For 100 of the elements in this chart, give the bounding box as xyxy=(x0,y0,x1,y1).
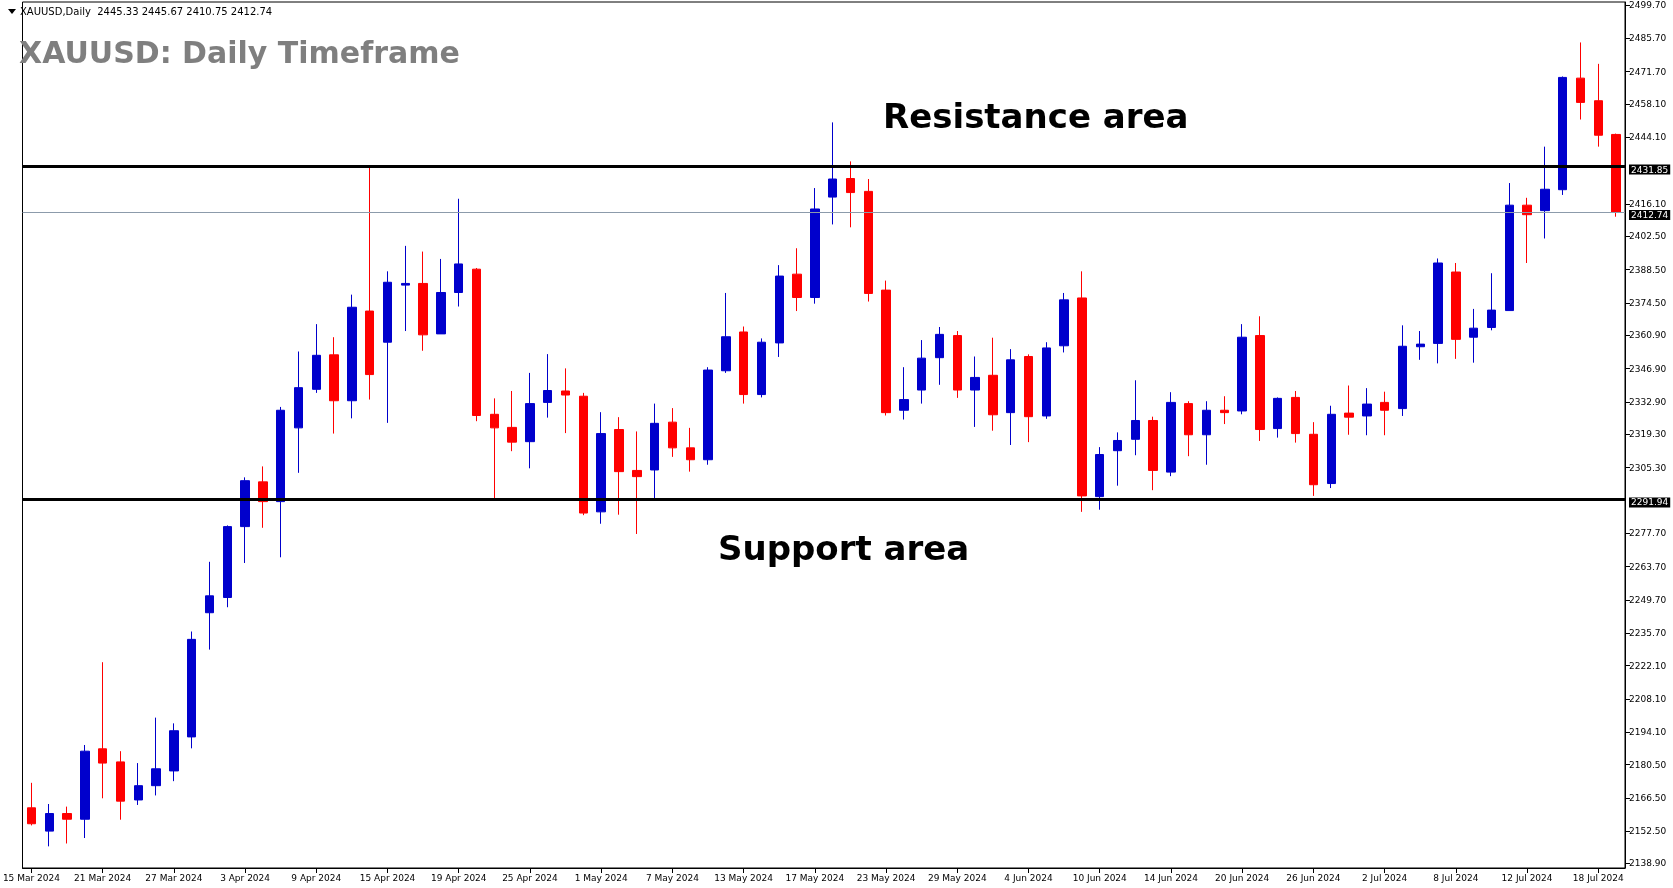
candlestick xyxy=(561,367,570,434)
candlestick xyxy=(436,258,446,335)
candlestick xyxy=(1522,197,1532,264)
y-tick-label: 2471.70 xyxy=(1629,66,1667,77)
y-tick-label: 2374.50 xyxy=(1629,297,1667,308)
candlestick xyxy=(614,416,624,516)
candlestick xyxy=(775,264,784,358)
x-tick-label: 19 Apr 2024 xyxy=(430,872,487,883)
y-tick-label: 2166.50 xyxy=(1629,792,1667,803)
candlestick xyxy=(1594,63,1603,148)
y-tick-label: 2249.70 xyxy=(1629,594,1667,605)
candlestick xyxy=(953,330,962,399)
candlestick xyxy=(1255,315,1265,442)
candlestick xyxy=(917,339,926,405)
candlestick xyxy=(116,750,125,821)
candlestick xyxy=(134,762,143,806)
candlestick xyxy=(970,355,980,428)
candlestick xyxy=(632,430,642,535)
annotation: Resistance area xyxy=(883,96,1189,136)
candlestick xyxy=(383,270,392,424)
candlestick xyxy=(686,427,695,473)
y-tick-label: 2222.10 xyxy=(1629,660,1667,671)
y-tick-label: 2360.90 xyxy=(1629,330,1667,341)
candlestick xyxy=(151,717,161,796)
x-tick-label: 25 Apr 2024 xyxy=(502,872,559,883)
candlestick xyxy=(1469,308,1478,364)
y-tick-label: 2388.50 xyxy=(1629,264,1667,275)
candlestick xyxy=(1273,396,1282,439)
candlestick xyxy=(864,178,873,303)
candlestick xyxy=(490,397,499,500)
candlestick xyxy=(1362,387,1372,436)
y-tick-label: 2180.50 xyxy=(1629,759,1667,770)
y-tick-label: 2346.90 xyxy=(1629,363,1667,374)
candlestick xyxy=(1237,323,1247,415)
candlestick xyxy=(312,323,321,394)
candlestick xyxy=(757,337,766,398)
candlestick xyxy=(668,407,677,458)
x-tick-label: 23 May 2024 xyxy=(856,872,916,883)
candlestick xyxy=(899,366,909,421)
y-tick-label: 2402.50 xyxy=(1629,231,1667,242)
x-tick-label: 2 Jul 2024 xyxy=(1362,872,1408,883)
x-tick-label: 17 May 2024 xyxy=(785,872,845,883)
candlestick xyxy=(98,661,107,799)
y-tick-label: 2458.10 xyxy=(1629,99,1667,110)
candlestick xyxy=(881,280,891,416)
candlestick xyxy=(1327,405,1336,489)
candlestick xyxy=(347,294,357,419)
candlestick xyxy=(1006,348,1015,446)
candlestick xyxy=(1398,324,1407,417)
y-tick-label: 2208.10 xyxy=(1629,693,1667,704)
candlestick xyxy=(650,403,659,500)
candlestick xyxy=(507,390,517,452)
x-tick-label: 4 Jun 2024 xyxy=(1004,872,1053,883)
candlestick xyxy=(1042,341,1051,420)
candlestick xyxy=(472,267,481,422)
candlestick xyxy=(1540,146,1550,239)
candlestick xyxy=(1220,395,1229,425)
candlestick xyxy=(1505,182,1514,312)
candlestick xyxy=(1113,431,1122,487)
ref-line-label: 2431.85 xyxy=(1631,164,1669,175)
candlestick xyxy=(276,406,285,558)
candlestick xyxy=(935,326,944,386)
candlestick xyxy=(365,166,374,401)
y-tick-label: 2235.70 xyxy=(1629,628,1667,639)
annotation: Support area xyxy=(718,528,970,568)
candlestick xyxy=(988,337,998,432)
x-tick-label: 7 May 2024 xyxy=(645,872,700,883)
y-tick-label: 2263.70 xyxy=(1629,561,1667,572)
candlestick xyxy=(223,524,232,608)
x-tick-label: 18 Jul 2024 xyxy=(1572,872,1625,883)
candlestick xyxy=(721,292,731,374)
candlestick xyxy=(1416,330,1425,361)
candlestick xyxy=(846,160,855,228)
x-tick-label: 15 Apr 2024 xyxy=(359,872,416,883)
candlestick xyxy=(62,806,72,844)
candlestick xyxy=(739,326,748,405)
candlestick xyxy=(1131,379,1140,456)
candlestick xyxy=(525,372,535,469)
candlestick xyxy=(1487,272,1496,331)
candlestick xyxy=(294,350,303,474)
candlestick xyxy=(27,782,36,826)
candlestick xyxy=(703,366,713,466)
y-tick-label: 2319.30 xyxy=(1629,429,1667,440)
candlestick xyxy=(1184,400,1193,457)
x-tick-label: 20 Jun 2024 xyxy=(1215,872,1270,883)
candlestick xyxy=(1558,75,1567,196)
candlestick xyxy=(169,722,179,782)
x-tick-label: 13 May 2024 xyxy=(714,872,774,883)
y-tick-label: 2499.70 xyxy=(1629,0,1667,11)
candlestick xyxy=(240,476,250,564)
y-tick-label: 2485.70 xyxy=(1629,33,1667,44)
candlestick xyxy=(1344,385,1354,436)
candlestick xyxy=(828,121,837,225)
candlestick xyxy=(418,251,428,352)
x-tick-label: 21 Mar 2024 xyxy=(74,872,132,883)
y-tick-label: 2138.90 xyxy=(1629,858,1667,869)
candlestick xyxy=(1611,133,1621,218)
candlestick xyxy=(205,561,214,651)
ref-line-label: 2412.74 xyxy=(1631,209,1669,220)
candlestick xyxy=(1059,292,1069,353)
